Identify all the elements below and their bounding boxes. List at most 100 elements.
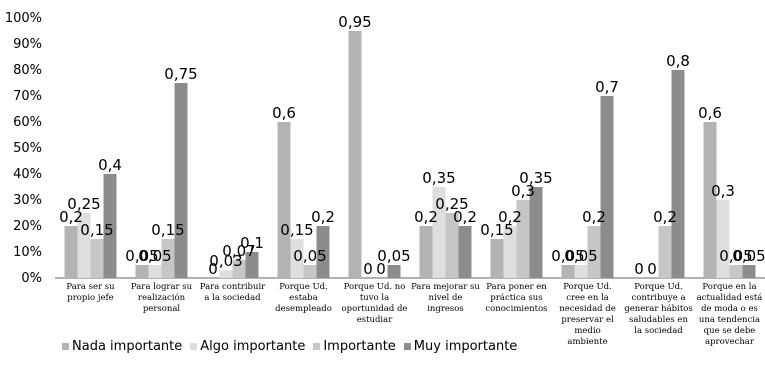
data-label: 0,05 <box>138 247 171 265</box>
bar-nada-importante <box>703 122 717 278</box>
data-label: 0 <box>647 260 657 278</box>
y-tick-label: 10% <box>13 245 42 260</box>
bar-muy-importante <box>316 226 330 278</box>
y-axis: 0% 10% 20% 30% 40% 50% 60% 70% 80% 90% 100% <box>5 11 765 286</box>
bar-nada-importante <box>277 122 291 278</box>
legend-label-2: Importante <box>323 338 396 354</box>
data-label: 0,15 <box>151 221 184 239</box>
bar-nada-importante <box>135 265 149 278</box>
data-label: 0,05 <box>551 247 584 265</box>
bar-algo-importante <box>219 270 233 278</box>
data-label: 0,2 <box>453 208 477 226</box>
data-label: 0,7 <box>595 78 619 96</box>
category-label: Para lograr su realización personal <box>130 282 193 314</box>
data-label: 0,07 <box>222 242 255 260</box>
data-label: 0,15 <box>80 221 113 239</box>
y-tick-label: 0% <box>21 271 42 286</box>
bar-importante <box>658 226 672 278</box>
y-tick-label: 60% <box>13 115 42 130</box>
bar-muy-importante <box>174 83 188 278</box>
data-label: 0,05 <box>293 247 326 265</box>
data-label: 0 <box>634 260 644 278</box>
bar-importante <box>232 259 246 278</box>
legend-item-3: Muy importante <box>403 338 518 354</box>
legend-swatch-3 <box>403 342 411 350</box>
legend-label-3: Muy importante <box>413 338 518 354</box>
bar-importante <box>516 200 530 278</box>
legend-label-0: Nada importante <box>72 338 183 354</box>
bar-nada-importante <box>561 265 575 278</box>
legend-item-2: Importante <box>313 338 396 354</box>
category-label: Porque Ud. estaba desempleado <box>275 282 332 314</box>
data-label: 0,05 <box>125 247 158 265</box>
bar-muy-importante <box>600 96 614 278</box>
bar-nada-importante <box>348 31 362 278</box>
data-label: 0,95 <box>338 13 371 31</box>
bar-nada-importante <box>490 239 504 278</box>
data-label: 0,6 <box>272 104 296 122</box>
bar-importante <box>161 239 175 278</box>
category-label: Porque en la actualidad está de moda o e… <box>696 282 763 347</box>
bar-muy-importante <box>529 187 543 278</box>
data-label: 0 <box>363 260 373 278</box>
category-label: Para contribuir a la sociedad <box>199 282 266 303</box>
bars-layer <box>64 31 756 278</box>
data-label: 0,1 <box>240 234 264 252</box>
y-tick-label: 20% <box>13 219 42 234</box>
y-tick-label: 90% <box>13 37 42 52</box>
bar-algo-importante <box>148 265 162 278</box>
category-label: Porque Ud. cree en la necesidad de prese… <box>559 282 616 347</box>
data-label: 0,25 <box>435 195 468 213</box>
data-label: 0,2 <box>582 208 606 226</box>
data-label: 0,05 <box>732 247 765 265</box>
data-label: 0,4 <box>98 156 122 174</box>
bar-algo-importante <box>574 265 588 278</box>
category-label: Para mejorar su nivel de ingresos <box>411 282 480 314</box>
category-label: Para poner en práctica sus conocimientos <box>485 282 548 314</box>
bar-algo-importante <box>503 226 517 278</box>
y-tick-label: 50% <box>13 141 42 156</box>
bar-nada-importante <box>64 226 78 278</box>
data-label: 0,2 <box>498 208 522 226</box>
bar-algo-importante <box>432 187 446 278</box>
data-label: 0,8 <box>666 52 690 70</box>
y-tick-label: 40% <box>13 167 42 182</box>
bar-importante <box>303 265 317 278</box>
data-label: 0,3 <box>711 182 735 200</box>
bar-muy-importante <box>103 174 117 278</box>
data-label: 0,05 <box>377 247 410 265</box>
legend-item-1: Algo importante <box>190 339 305 354</box>
bar-importante <box>587 226 601 278</box>
bar-algo-importante <box>77 213 91 278</box>
y-tick-label: 30% <box>13 193 42 208</box>
category-label: Porque Ud. no tuvo la oportunidad de est… <box>341 282 408 325</box>
legend-item-0: Nada importante <box>62 339 182 354</box>
data-label: 0,6 <box>698 104 722 122</box>
category-label: Para ser su propio jefe <box>66 282 115 303</box>
data-label: 0,2 <box>414 208 438 226</box>
y-tick-label: 100% <box>5 11 42 26</box>
data-label: 0,03 <box>209 252 242 270</box>
bar-muy-importante <box>387 265 401 278</box>
data-label: 0,35 <box>422 169 455 187</box>
y-tick-label: 80% <box>13 63 42 78</box>
data-label: 0,75 <box>164 65 197 83</box>
data-label: 0 <box>376 260 386 278</box>
bar-algo-importante <box>716 200 730 278</box>
bar-muy-importante <box>671 70 685 278</box>
bar-muy-importante <box>742 265 756 278</box>
data-label: 0 <box>208 260 218 278</box>
data-label: 0,25 <box>67 195 100 213</box>
legend-swatch-1 <box>190 342 198 350</box>
bar-nada-importante <box>419 226 433 278</box>
legend: Nada importante Algo importante Importan… <box>62 336 517 356</box>
bar-algo-importante <box>290 239 304 278</box>
bar-importante <box>729 265 743 278</box>
bar-muy-importante <box>245 252 259 278</box>
data-label: 0,15 <box>480 221 513 239</box>
legend-label-1: Algo importante <box>200 338 306 354</box>
legend-swatch-0 <box>62 342 69 350</box>
data-label: 0,2 <box>653 208 677 226</box>
